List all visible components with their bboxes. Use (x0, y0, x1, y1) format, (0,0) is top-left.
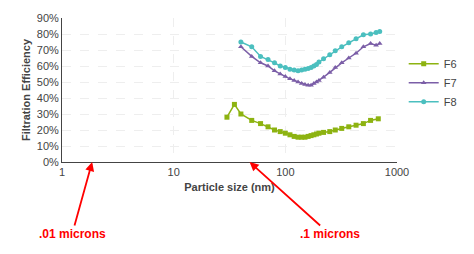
svg-text:60%: 60% (37, 60, 59, 72)
svg-text:Particle size (nm): Particle size (nm) (184, 181, 275, 193)
svg-text:F8: F8 (444, 96, 457, 108)
svg-text:20%: 20% (37, 124, 59, 136)
svg-text:1: 1 (59, 166, 65, 178)
svg-text:.01 microns: .01 microns (39, 227, 106, 241)
svg-text:30%: 30% (37, 108, 59, 120)
svg-text:10: 10 (168, 166, 180, 178)
svg-text:90%: 90% (37, 12, 59, 24)
svg-text:80%: 80% (37, 28, 59, 40)
svg-text:F6: F6 (444, 58, 457, 70)
svg-text:40%: 40% (37, 92, 59, 104)
svg-text:.1 microns: .1 microns (300, 227, 360, 241)
svg-text:50%: 50% (37, 76, 59, 88)
svg-text:70%: 70% (37, 44, 59, 56)
svg-text:100: 100 (276, 166, 294, 178)
svg-text:0%: 0% (43, 156, 59, 168)
svg-text:F7: F7 (444, 77, 457, 89)
svg-text:1000: 1000 (385, 166, 409, 178)
svg-text:10%: 10% (37, 140, 59, 152)
svg-text:Filtration Efficiency: Filtration Efficiency (20, 38, 32, 141)
